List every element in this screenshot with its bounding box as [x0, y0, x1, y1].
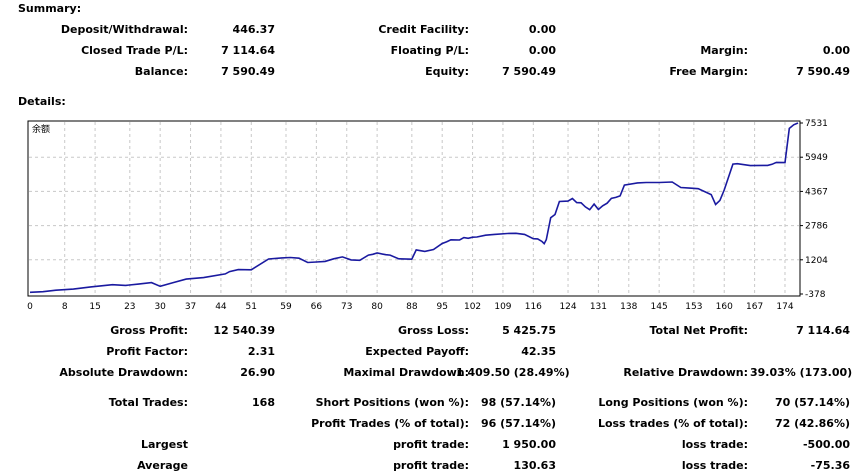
net-profit-label: Total Net Profit: — [649, 324, 749, 337]
profit-trades-value: 96 (57.14%) — [480, 417, 556, 430]
x-tick-label: 138 — [620, 302, 637, 312]
balance-chart: 0 8 15 23 30 37 44 51 59 66 73 80 88 95 102 109 116 124 13… — [27, 119, 828, 312]
largest-profit-label: profit trade: — [393, 438, 469, 451]
balance-value: 7 590.49 — [221, 65, 275, 78]
absolute-drawdown-value: 26.90 — [240, 366, 275, 379]
y-tick-label: -378 — [805, 290, 826, 300]
x-tick-label: 116 — [525, 302, 542, 312]
x-tick-label: 8 — [62, 302, 68, 312]
total-trades-value: 168 — [252, 396, 275, 409]
balance-series-line — [29, 122, 799, 294]
x-tick-label: 73 — [341, 302, 352, 312]
x-tick-label: 160 — [716, 302, 733, 312]
largest-loss-value: -500.00 — [802, 438, 850, 451]
maximal-drawdown-value: 1 409.50 (28.49%) — [456, 366, 570, 379]
gross-loss-value: 5 425.75 — [502, 324, 556, 337]
x-tick-label: 37 — [185, 302, 196, 312]
absolute-drawdown-label: Absolute Drawdown: — [59, 366, 188, 379]
x-tick-label: 109 — [494, 302, 511, 312]
x-tick-label: 44 — [215, 302, 227, 312]
y-tick-label: 4367 — [805, 187, 828, 197]
floating-pl-value: 0.00 — [528, 44, 556, 57]
deposit-label: Deposit/Withdrawal: — [60, 23, 188, 36]
loss-trades-value: 72 (42.86%) — [774, 417, 850, 430]
equity-value: 7 590.49 — [502, 65, 556, 78]
profit-factor-label: Profit Factor: — [106, 345, 188, 358]
maximal-drawdown-label: Maximal Drawdown: — [343, 366, 469, 379]
x-tick-label: 88 — [406, 302, 418, 312]
gross-profit-value: 12 540.39 — [213, 324, 275, 337]
largest-profit-value: 1 950.00 — [502, 438, 556, 451]
free-margin-label: Free Margin: — [669, 65, 748, 78]
average-loss-label: loss trade: — [681, 459, 748, 472]
gross-profit-label: Gross Profit: — [110, 324, 188, 337]
x-tick-label: 131 — [590, 302, 607, 312]
x-tick-label: 59 — [280, 302, 292, 312]
chart-corner-mark: 余额 — [32, 123, 50, 135]
margin-label: Margin: — [700, 44, 748, 57]
net-profit-value: 7 114.64 — [796, 324, 850, 337]
credit-label: Credit Facility: — [378, 23, 469, 36]
x-tick-label: 0 — [27, 302, 33, 312]
total-trades-label: Total Trades: — [108, 396, 188, 409]
expected-payoff-label: Expected Payoff: — [365, 345, 469, 358]
gross-loss-label: Gross Loss: — [398, 324, 469, 337]
x-tick-label: 30 — [154, 302, 166, 312]
x-tick-label: 23 — [124, 302, 135, 312]
relative-drawdown-label: Relative Drawdown: — [623, 366, 748, 379]
plot-area — [27, 120, 801, 297]
y-tick-label: 1204 — [805, 256, 828, 266]
long-positions-label: Long Positions (won %): — [598, 396, 748, 409]
y-tick-label: 7531 — [805, 119, 828, 129]
x-tick-label: 15 — [89, 302, 100, 312]
y-tick-label: 5949 — [805, 153, 828, 163]
closed-pl-label: Closed Trade P/L: — [81, 44, 188, 57]
x-tick-label: 167 — [746, 302, 763, 312]
closed-pl-value: 7 114.64 — [221, 44, 275, 57]
x-tick-label: 174 — [776, 302, 793, 312]
relative-drawdown-value: 39.03% (173.00) — [750, 366, 852, 379]
y-tick-label: 2786 — [805, 222, 828, 232]
average-profit-value: 130.63 — [513, 459, 556, 472]
details-title: Details: — [18, 95, 66, 108]
credit-value: 0.00 — [528, 23, 556, 36]
x-tick-label: 153 — [685, 302, 702, 312]
average-label: Average — [137, 459, 188, 472]
short-positions-label: Short Positions (won %): — [315, 396, 469, 409]
average-profit-label: profit trade: — [393, 459, 469, 472]
short-positions-value: 98 (57.14%) — [480, 396, 556, 409]
x-tick-label: 51 — [246, 302, 257, 312]
x-tick-label: 102 — [464, 302, 481, 312]
balance-label: Balance: — [134, 65, 188, 78]
summary-title: Summary: — [18, 2, 82, 15]
x-tick-label: 66 — [311, 302, 323, 312]
profit-trades-label: Profit Trades (% of total): — [311, 417, 469, 430]
long-positions-value: 70 (57.14%) — [774, 396, 850, 409]
free-margin-value: 7 590.49 — [796, 65, 850, 78]
x-tick-label: 80 — [371, 302, 383, 312]
profit-factor-value: 2.31 — [247, 345, 275, 358]
loss-trades-label: Loss trades (% of total): — [597, 417, 748, 430]
equity-label: Equity: — [425, 65, 469, 78]
floating-pl-label: Floating P/L: — [390, 44, 469, 57]
deposit-value: 446.37 — [232, 23, 275, 36]
margin-value: 0.00 — [822, 44, 850, 57]
x-tick-label: 145 — [651, 302, 668, 312]
largest-label: Largest — [141, 438, 188, 451]
largest-loss-label: loss trade: — [681, 438, 748, 451]
x-tick-label: 95 — [436, 302, 447, 312]
average-loss-value: -75.36 — [810, 459, 850, 472]
x-tick-label: 124 — [559, 302, 576, 312]
expected-payoff-value: 42.35 — [521, 345, 556, 358]
